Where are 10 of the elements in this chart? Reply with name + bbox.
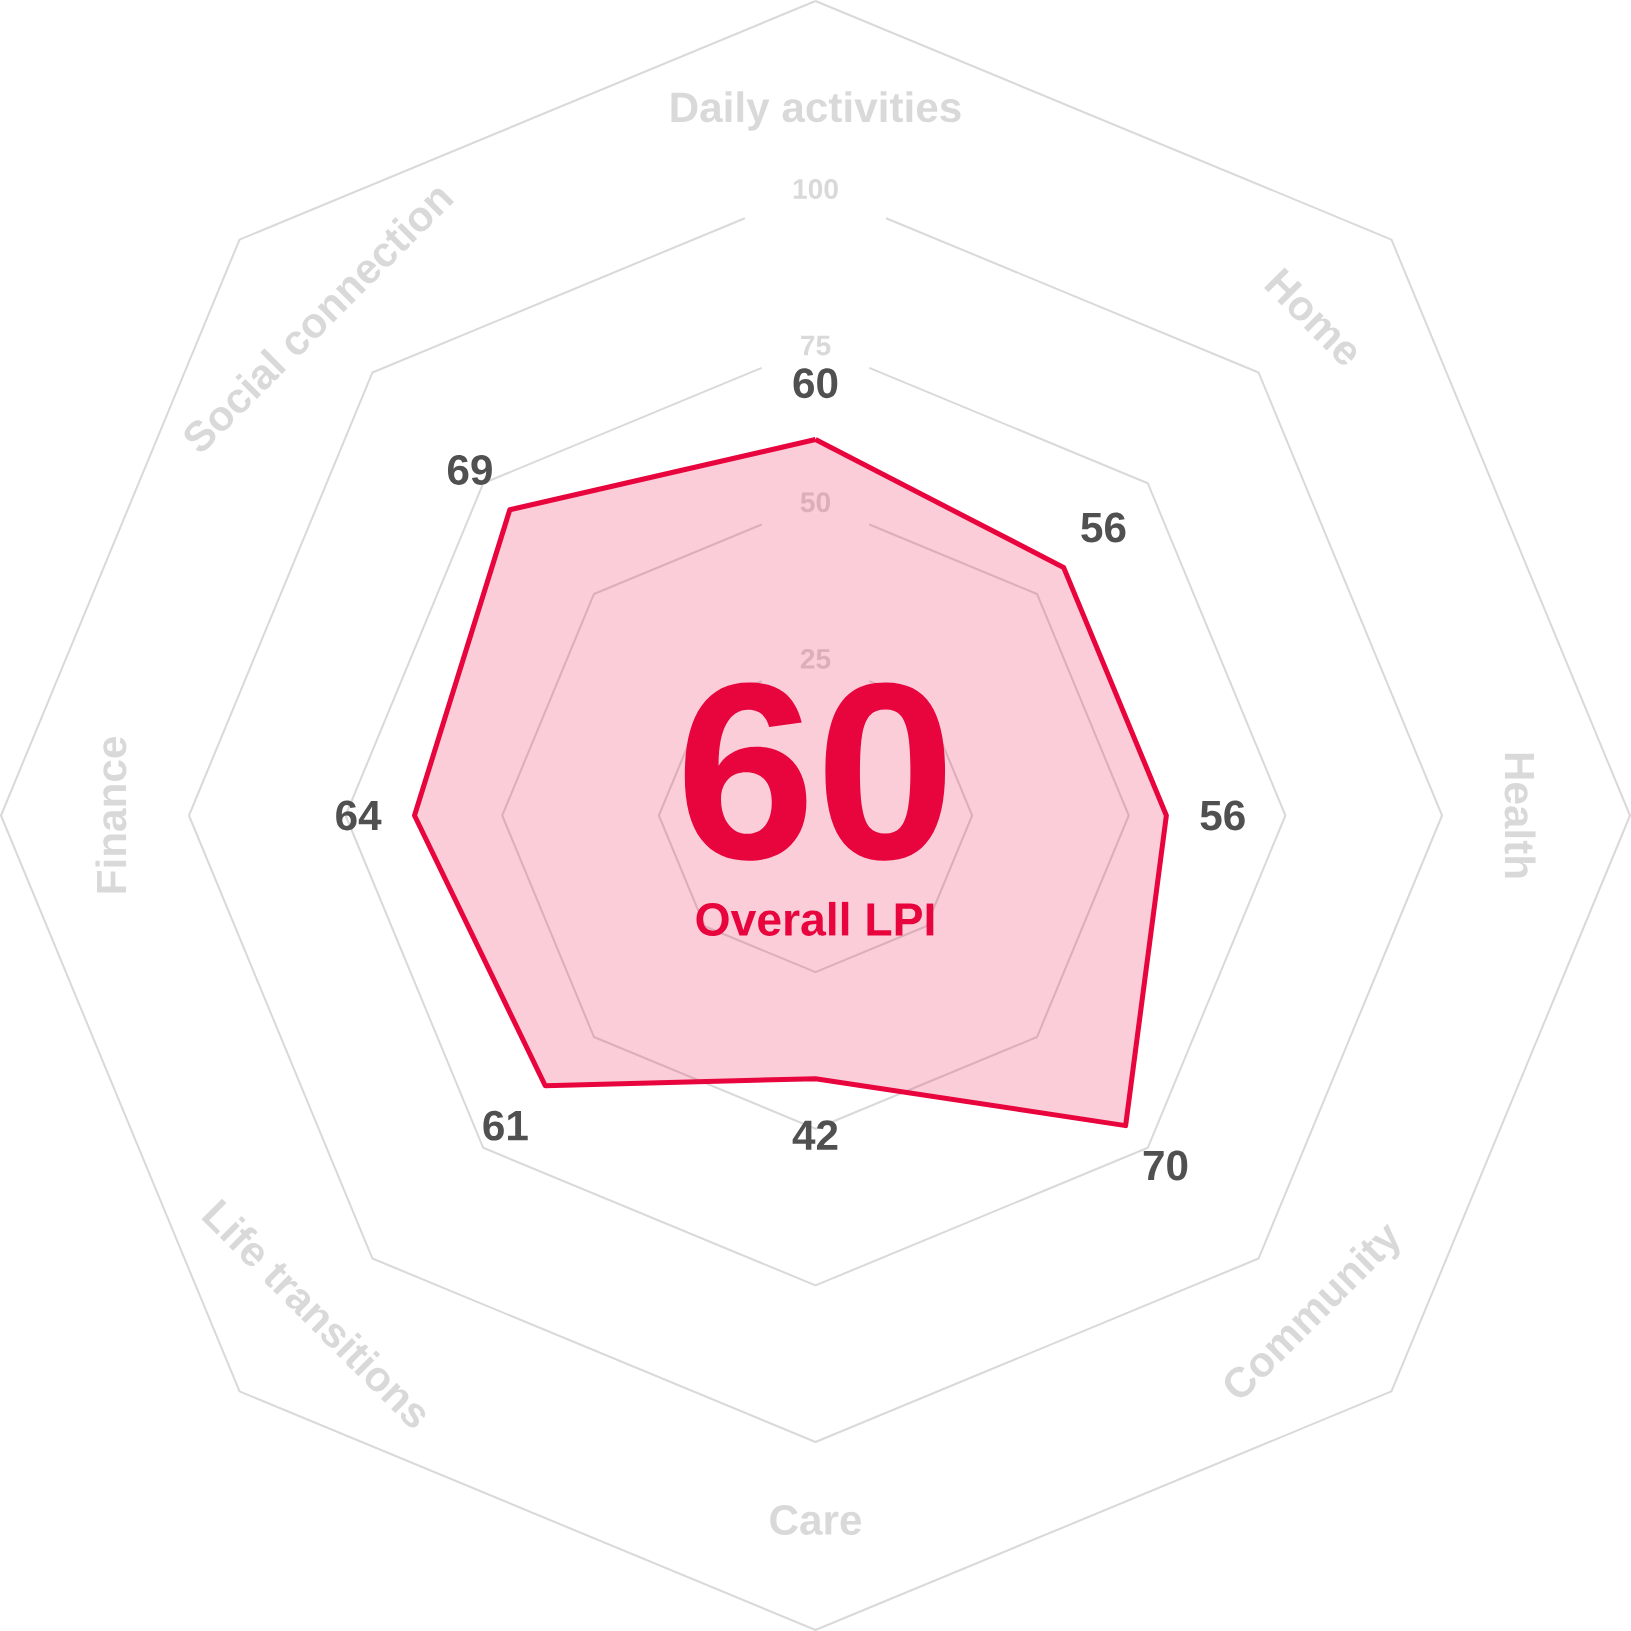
- data-label: 69: [447, 454, 492, 485]
- data-label: 64: [336, 800, 382, 831]
- data-label: 56: [1081, 512, 1126, 543]
- data-label: 70: [1143, 1150, 1188, 1181]
- data-label: 56: [1200, 800, 1245, 831]
- text: Overall LPI: [696, 901, 934, 936]
- data-label: 61: [483, 1110, 528, 1141]
- data-label: 60: [793, 368, 838, 399]
- text: 60: [684, 682, 946, 861]
- data-label: 42: [792, 1120, 838, 1150]
